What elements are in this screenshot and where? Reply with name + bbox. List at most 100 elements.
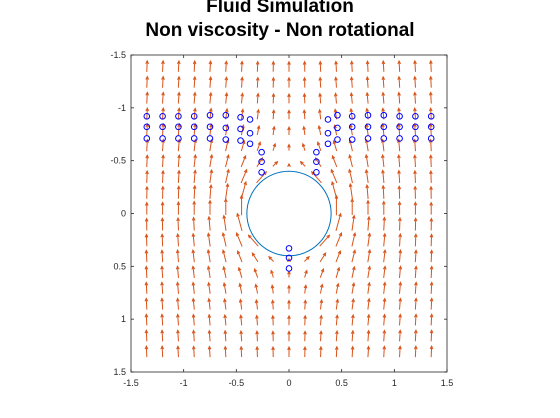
velocity-arrow-head (382, 329, 387, 334)
velocity-arrow (319, 330, 323, 342)
velocity-arrow-head (287, 162, 291, 167)
y-tick-label: -1.5 (110, 50, 126, 60)
velocity-arrow (253, 267, 259, 278)
velocity-arrow (160, 313, 164, 326)
velocity-arrow-shaft (365, 169, 369, 184)
particle-marker (206, 135, 214, 142)
velocity-arrow (207, 345, 212, 358)
velocity-arrow-head (429, 154, 433, 159)
velocity-arrow-shaft (414, 346, 417, 358)
velocity-arrow-shaft (366, 77, 369, 88)
velocity-arrow-head (208, 60, 213, 65)
velocity-arrow-head (192, 184, 197, 189)
velocity-arrow (429, 329, 434, 342)
velocity-arrow-head (271, 330, 275, 335)
velocity-arrow-head (367, 297, 371, 302)
velocity-arrow (272, 142, 277, 151)
particle-marker (237, 137, 244, 144)
velocity-arrow (319, 252, 327, 263)
velocity-arrow (247, 234, 259, 247)
velocity-arrow-head (222, 214, 227, 219)
particle-marker (334, 124, 341, 132)
velocity-arrow-shaft (223, 283, 227, 294)
velocity-arrow-shaft (349, 183, 353, 200)
velocity-arrow-head (177, 91, 181, 96)
velocity-arrow (240, 92, 245, 104)
velocity-arrow-head (145, 91, 150, 96)
velocity-arrow-shaft (207, 266, 211, 279)
particle-marker (348, 112, 356, 120)
velocity-arrow (413, 75, 417, 88)
velocity-arrow (366, 313, 371, 326)
velocity-arrow-shaft (209, 77, 212, 88)
velocity-arrow-head (397, 185, 402, 190)
velocity-arrow-shaft (145, 314, 148, 326)
velocity-arrow-head (428, 107, 433, 112)
velocity-arrow-shaft (145, 282, 148, 294)
velocity-arrow-shaft (398, 155, 401, 168)
velocity-arrow-shaft (225, 77, 228, 88)
velocity-arrow (176, 232, 180, 247)
velocity-arrow (160, 265, 164, 278)
velocity-arrow-head (191, 345, 196, 350)
velocity-arrow-head (398, 329, 402, 334)
velocity-arrow-head (334, 60, 338, 65)
velocity-arrow-head (366, 345, 371, 350)
velocity-arrow-shaft (319, 284, 323, 294)
velocity-arrow-head (207, 281, 211, 286)
velocity-arrow-head (251, 252, 256, 257)
velocity-arrow (429, 297, 434, 310)
velocity-arrow-head (175, 265, 180, 270)
velocity-arrow-shaft (319, 268, 324, 278)
velocity-arrow-head (207, 329, 212, 334)
velocity-arrow-shaft (207, 233, 211, 247)
velocity-arrow-head (239, 329, 243, 335)
velocity-arrow (348, 182, 353, 200)
velocity-arrow-head (145, 75, 149, 80)
velocity-arrow-head (191, 265, 196, 270)
velocity-arrow-shaft (351, 266, 355, 279)
velocity-arrow-head (429, 281, 434, 286)
velocity-arrow-shaft (177, 250, 179, 263)
velocity-arrow (299, 160, 306, 167)
velocity-arrow-shaft (383, 298, 386, 310)
velocity-arrow-head (413, 91, 417, 96)
velocity-arrow-shaft (320, 315, 322, 326)
velocity-arrow (287, 314, 291, 326)
velocity-arrow (160, 329, 165, 342)
x-tick-label: -1 (180, 378, 188, 388)
velocity-arrow (319, 283, 324, 294)
velocity-arrow-head (191, 281, 196, 286)
velocity-arrow-shaft (383, 250, 386, 263)
velocity-arrow (239, 345, 244, 358)
velocity-arrow-head (161, 59, 165, 65)
velocity-arrow-head (253, 267, 258, 273)
velocity-arrow-head (381, 200, 386, 205)
velocity-arrow-shaft (208, 330, 211, 342)
velocity-arrow-head (224, 60, 229, 65)
velocity-arrow-head (270, 299, 275, 304)
velocity-arrow (351, 313, 355, 326)
velocity-arrow-head (326, 234, 331, 239)
velocity-arrow-head (175, 297, 180, 302)
velocity-arrow (235, 232, 243, 247)
velocity-arrow (351, 265, 356, 279)
velocity-arrow-shaft (319, 234, 330, 247)
particle-marker (222, 111, 230, 119)
velocity-arrow (367, 281, 371, 294)
velocity-arrow-shaft (399, 330, 401, 342)
velocity-arrow-shaft (351, 330, 354, 342)
particle-marker (175, 112, 182, 120)
velocity-arrow-head (254, 298, 259, 304)
velocity-arrow-shaft (162, 76, 164, 88)
velocity-arrow-head (302, 76, 307, 81)
particle-marker (258, 158, 265, 166)
velocity-arrow-head (319, 330, 323, 335)
velocity-arrow-head (255, 76, 260, 81)
velocity-arrow (317, 124, 322, 136)
velocity-arrow-shaft (399, 234, 401, 247)
particle-marker (246, 140, 254, 148)
velocity-arrow (207, 313, 212, 326)
velocity-arrow-shaft (348, 169, 353, 184)
particle-marker (237, 125, 244, 133)
